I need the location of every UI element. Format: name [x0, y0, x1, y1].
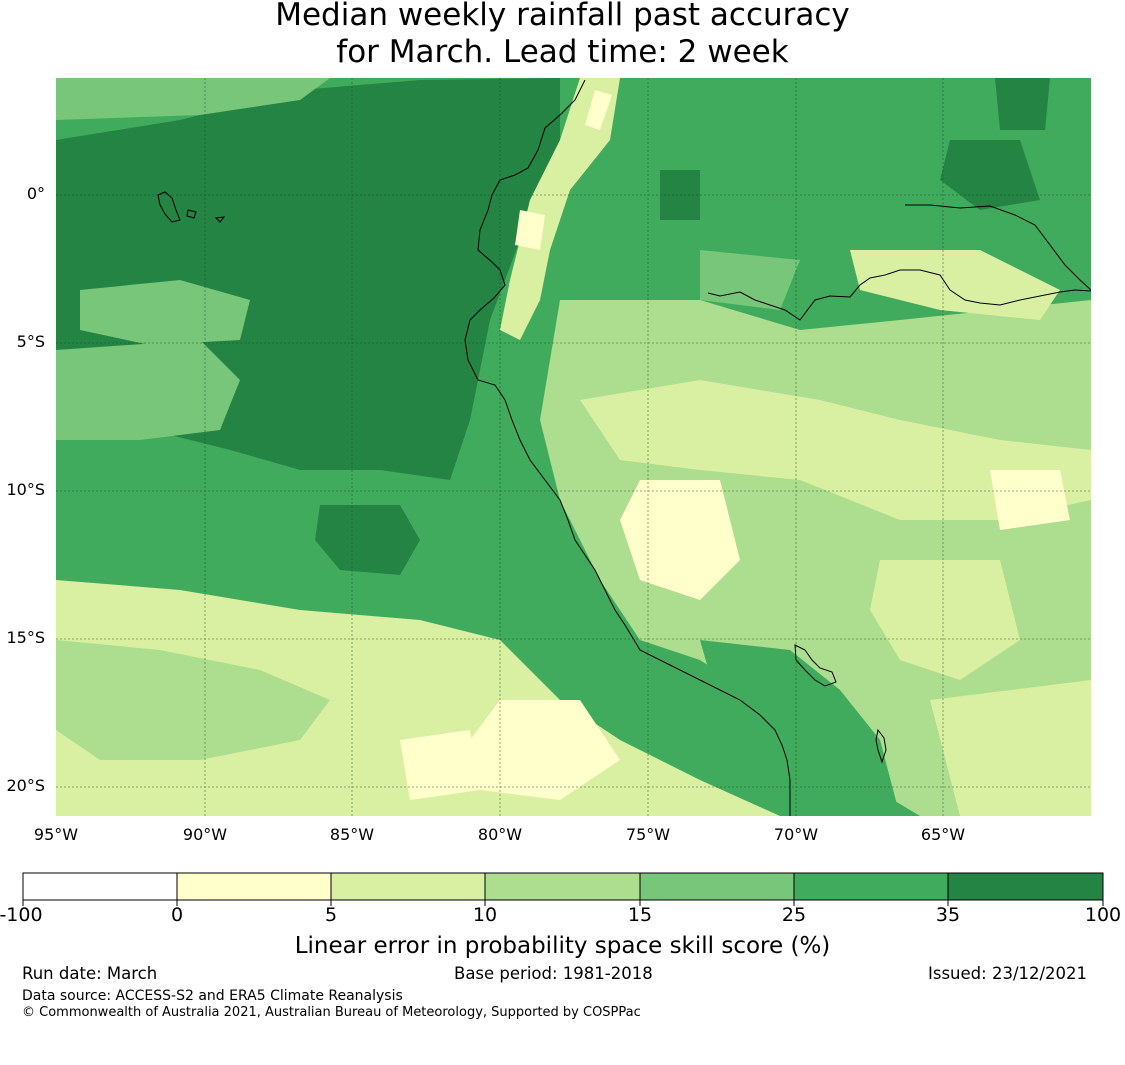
field-andes-peak-2: [515, 210, 545, 250]
field-river-low: [850, 250, 1060, 320]
field-ocean-light-band: [80, 280, 250, 345]
galapagos-island: [157, 191, 181, 223]
field-southeast-low: [930, 680, 1091, 816]
field-altiplano-high: [700, 640, 900, 816]
lon-tick-label: 80°W: [477, 825, 523, 844]
colorbar: [22, 872, 1104, 906]
rio-negro: [905, 204, 1091, 291]
map-title-line-2: for March. Lead time: 2 week: [336, 34, 789, 70]
colorbar-tick-label: 100: [1084, 904, 1122, 926]
colorbar-bin-0-5: [177, 873, 331, 900]
issued-date: Issued: 23/12/2021: [928, 964, 1088, 983]
colorbar-tick-label: 5: [324, 904, 338, 926]
lat-tick-label: 10°S: [6, 480, 45, 499]
lon-tick-label: 75°W: [625, 825, 671, 844]
field-ocean-light-band-2: [56, 340, 240, 440]
amazon-river: [707, 269, 1091, 321]
lat-tick-label: 5°S: [16, 332, 45, 351]
run-date: Run date: March: [22, 964, 158, 983]
colorbar-tick-label: 15: [627, 904, 653, 926]
field-andes-peak-1: [585, 90, 612, 130]
lon-tick-label: 85°W: [329, 825, 375, 844]
colorbar-bin-below-0: [23, 873, 177, 900]
field-south-very-low-2: [400, 730, 480, 800]
field-andes-ridge: [500, 78, 620, 340]
lon-tick-label: 65°W: [920, 825, 966, 844]
field-inland-very-low: [620, 480, 740, 600]
field-north-amazon-high-2: [995, 78, 1050, 130]
data-source: Data source: ACCESS-S2 and ERA5 Climate …: [22, 988, 403, 1004]
lon-tick-label: 70°W: [773, 825, 819, 844]
map-field: [56, 78, 1091, 816]
pacific-coastline: [464, 79, 791, 816]
map-title-line-1: Median weekly rainfall past accuracy: [275, 0, 850, 33]
lat-tick-label: 15°S: [6, 628, 45, 647]
colorbar-tick-label: 25: [781, 904, 807, 926]
colorbar-tick-label: -100: [0, 904, 43, 926]
field-altiplano-low: [870, 560, 1020, 680]
colorbar-tick-label: 10: [472, 904, 498, 926]
field-north-amazon-high: [940, 140, 1040, 210]
map-gridlines: [56, 78, 1091, 816]
copyright-notice: © Commonwealth of Australia 2021, Austra…: [22, 1005, 641, 1020]
lon-tick-label: 90°W: [182, 825, 228, 844]
colorbar-tick-label: 0: [170, 904, 184, 926]
field-north-light: [56, 78, 330, 120]
colorbar-tick-label: 35: [935, 904, 961, 926]
lon-tick-label: 95°W: [33, 825, 79, 844]
galapagos-islet-2: [214, 216, 226, 223]
colorbar-title: Linear error in probability space skill …: [294, 933, 831, 959]
lake-poopo: [875, 728, 887, 764]
colorbar-bin-25-35: [794, 873, 948, 900]
field-east-very-low: [990, 470, 1070, 530]
field-south-very-low: [470, 700, 620, 800]
field-inland-low: [580, 380, 1091, 520]
galapagos-islet: [186, 209, 197, 219]
colorbar-bin-5-10: [331, 873, 485, 900]
colorbar-outline: [22, 872, 1104, 901]
lat-tick-label: 20°S: [6, 776, 45, 795]
field-north-amazon: [620, 78, 1091, 270]
lat-tick-label: 0°: [26, 184, 45, 203]
colorbar-bin-15-25: [640, 873, 794, 900]
colorbar-bin-10-15: [485, 873, 640, 900]
base-period: Base period: 1981-2018: [454, 964, 653, 983]
lake-titicaca: [794, 644, 837, 687]
field-south-patch: [56, 640, 330, 760]
field-ocean-patch: [315, 505, 420, 575]
colorbar-bin-35-100: [948, 873, 1103, 900]
